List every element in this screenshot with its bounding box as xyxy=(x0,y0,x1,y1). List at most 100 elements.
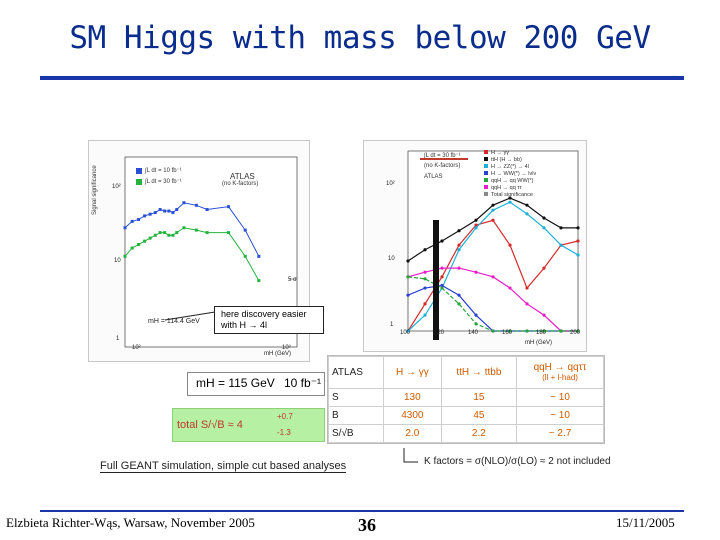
left-series-point xyxy=(158,208,162,212)
right-series-point xyxy=(423,277,427,281)
right-series-point xyxy=(542,226,546,230)
right-legend-label: Total significance xyxy=(491,192,533,198)
left-series-point xyxy=(148,212,152,216)
left-series-point xyxy=(123,226,127,230)
right-legend-swatch xyxy=(484,185,488,189)
right-xlabel: mH (GeV) xyxy=(525,340,552,346)
mh-114-label: mH = 114.4 GeV xyxy=(148,318,200,325)
table-row-label: B xyxy=(328,405,384,425)
table-row-label: S/√B xyxy=(328,423,384,444)
right-series-point xyxy=(423,286,427,290)
table-cell: 2.0 xyxy=(383,423,442,444)
right-legend-swatch xyxy=(484,178,488,182)
left-ylabel: Signal significance xyxy=(92,165,98,215)
right-legend-item: H → WW(*) → lνlν xyxy=(484,171,574,178)
right-series-point xyxy=(542,266,546,270)
right-series-point xyxy=(474,223,478,227)
right-series-point xyxy=(576,329,580,333)
left-ytick-10: 10 xyxy=(114,258,121,264)
total-text: total S/√B ≈ 4 xyxy=(177,419,243,431)
left-series-point xyxy=(137,217,141,221)
right-legend-atlas: ATLAS xyxy=(424,174,443,180)
right-series-point xyxy=(542,329,546,333)
left-series-point xyxy=(205,231,209,235)
table-cell: 2.2 xyxy=(440,423,518,444)
right-legend-label: H → ZZ(*) → 4l xyxy=(491,164,529,170)
left-series-point xyxy=(137,242,141,246)
right-series-point xyxy=(457,266,461,270)
bubble-arrow xyxy=(164,311,216,321)
right-series-point xyxy=(474,226,478,230)
left-series-point xyxy=(205,208,209,212)
left-legend-swatch-30 xyxy=(136,179,142,185)
left-series-point xyxy=(167,233,171,237)
right-legend-label: H → γγ xyxy=(491,150,510,156)
right-series-point xyxy=(491,218,495,222)
mh-115-marker xyxy=(433,220,439,340)
table-row: S 130 15 ~ 10 xyxy=(328,387,604,407)
total-sub: -1.3 xyxy=(277,428,291,437)
mass-box-lumi: 10 fb⁻¹ xyxy=(284,376,322,390)
right-ytick-10: 10 xyxy=(388,256,395,262)
left-series-point xyxy=(227,205,231,209)
right-series-point xyxy=(576,239,580,243)
table-header-qqh-label: qqH → qqττ xyxy=(533,362,587,374)
left-series-point xyxy=(143,239,147,243)
table-header-gamma: H → γγ xyxy=(383,356,442,389)
table-cell: ~ 10 xyxy=(516,387,604,407)
total-sup: +0.7 xyxy=(277,412,293,421)
table-cell: 15 xyxy=(440,387,518,407)
left-series-point xyxy=(130,246,134,250)
right-series-point xyxy=(525,329,529,333)
right-series-point xyxy=(525,212,529,216)
title-underline xyxy=(40,76,684,80)
right-series-point xyxy=(542,313,546,317)
right-series-point xyxy=(474,313,478,317)
right-xtick: 160 xyxy=(502,330,513,336)
kfactor-arrow xyxy=(403,448,418,463)
right-legend-swatch xyxy=(484,157,488,161)
table-row-label: S xyxy=(328,387,384,407)
right-xtick: 100 xyxy=(400,330,411,336)
left-series-point xyxy=(148,236,152,240)
right-legend-swatch xyxy=(484,171,488,175)
right-series-point xyxy=(474,218,478,222)
right-series-point xyxy=(525,302,529,306)
left-caption-atlas: ATLAS xyxy=(230,172,255,181)
right-xtick: 180 xyxy=(536,330,547,336)
left-series-point xyxy=(171,233,175,237)
mass-box: mH = 115 GeV 10 fb⁻¹ xyxy=(187,372,325,396)
left-series-point xyxy=(243,254,247,258)
right-series-point xyxy=(457,293,461,297)
right-legend-item: qqH → qq WW(*) xyxy=(484,178,574,185)
right-series-point xyxy=(440,266,444,270)
right-series-point xyxy=(525,286,529,290)
right-series-point xyxy=(508,329,512,333)
right-series-point xyxy=(508,196,512,200)
left-series-point xyxy=(163,209,167,213)
right-ytick-1: 1 xyxy=(390,322,394,328)
left-ytick-100: 10² xyxy=(112,184,121,190)
left-plot xyxy=(88,140,310,362)
right-series-point xyxy=(457,229,461,233)
footer-date: 15/11/2005 xyxy=(616,515,675,530)
right-series-point xyxy=(406,329,410,333)
right-legend: H → γγ ttH (H → bb) H → ZZ(*) → 4l H → WW(*… xyxy=(484,150,574,199)
left-legend-swatch-10 xyxy=(136,168,142,174)
left-series-point xyxy=(163,231,167,235)
left-series-point xyxy=(182,226,186,230)
right-series-point xyxy=(440,239,444,243)
right-ytick-100: 10² xyxy=(386,181,395,187)
kfactor-note: K factors = σ(NLO)/σ(LO) ≈ 2 not include… xyxy=(424,456,611,467)
left-legend-10: ∫L dt = 10 fb⁻¹ xyxy=(145,168,182,174)
right-series-point xyxy=(559,329,563,333)
table-row: B 4300 45 ~ 10 xyxy=(328,405,604,425)
left-series-point xyxy=(171,211,175,215)
right-series-point xyxy=(491,275,495,279)
right-series-point xyxy=(559,243,563,247)
slide-title: SM Higgs with mass below 200 GeV xyxy=(69,20,651,56)
right-series-point xyxy=(559,226,563,230)
left-series-point xyxy=(123,254,127,258)
right-series-point xyxy=(406,259,410,263)
table-cell: ~ 2.7 xyxy=(516,423,604,444)
